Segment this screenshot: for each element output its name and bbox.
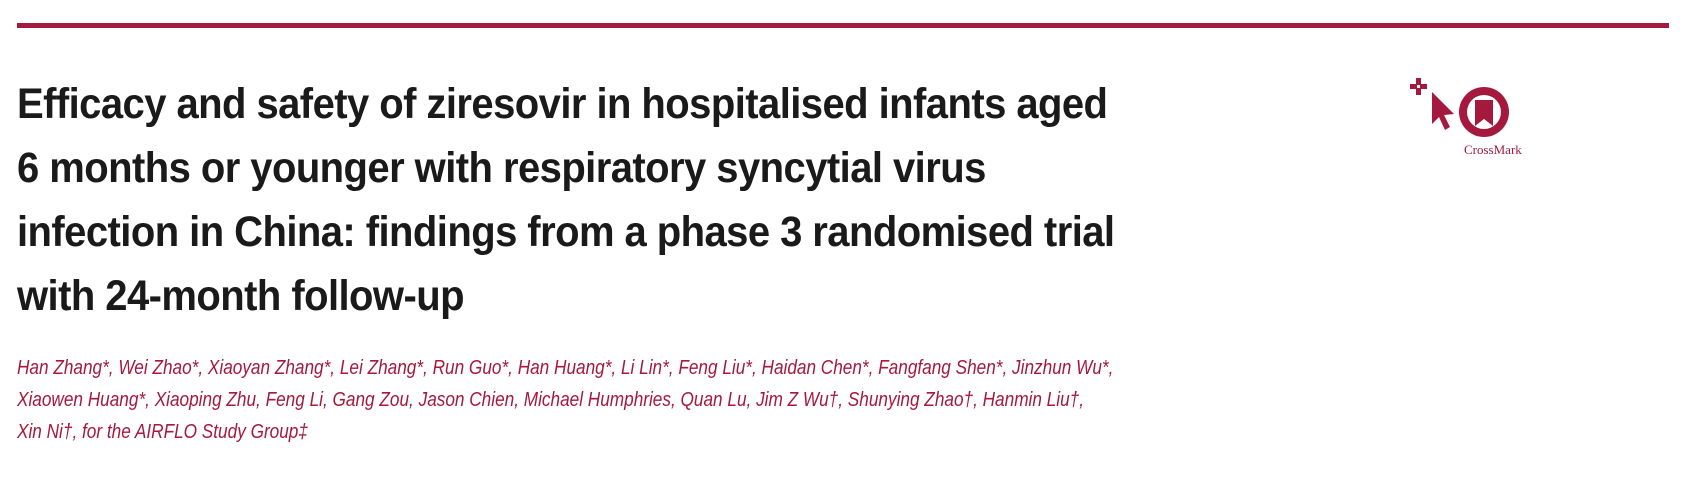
plus-cursor-icon	[1410, 78, 1454, 130]
title-line: Efficacy and safety of ziresovir in hosp…	[17, 80, 1108, 128]
header-rule	[17, 23, 1669, 28]
title-line: with 24-month follow-up	[17, 272, 465, 320]
crossmark-button[interactable]	[1410, 78, 1530, 168]
title-line: infection in China: findings from a phas…	[17, 208, 1115, 256]
crossmark-label[interactable]: CrossMark	[1464, 142, 1522, 157]
author-line: Han Zhang*, Wei Zhao*, Xiaoyan Zhang*, L…	[17, 357, 1114, 379]
crossmark-logo-icon	[1459, 87, 1509, 137]
title-line: 6 months or younger with respiratory syn…	[17, 144, 986, 192]
author-line: Xin Ni†, for the AIRFLO Study Group‡	[17, 421, 308, 443]
article-title: Efficacy and safety of ziresovir in hosp…	[17, 72, 1197, 328]
author-list: Han Zhang*, Wei Zhao*, Xiaoyan Zhang*, L…	[17, 352, 1292, 448]
author-line: Xiaowen Huang*, Xiaoping Zhu, Feng Li, G…	[17, 389, 1084, 411]
